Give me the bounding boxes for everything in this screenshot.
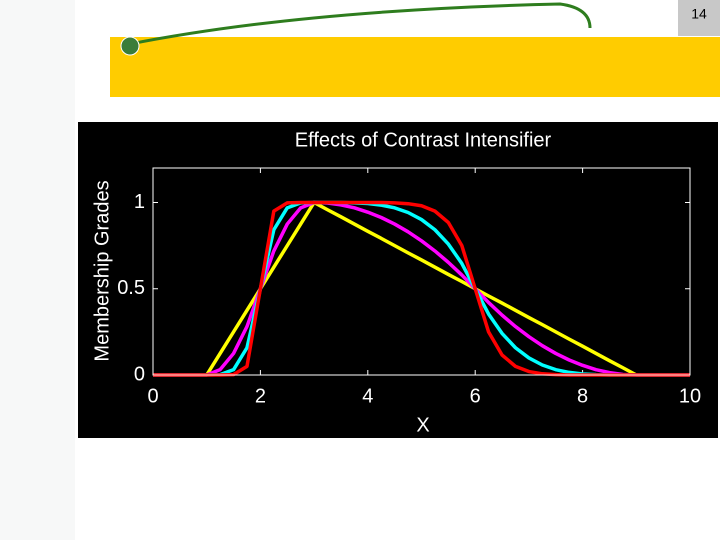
y-tick-label: 1 (134, 191, 145, 213)
globe-icon (120, 36, 140, 56)
x-tick-label: 6 (470, 385, 481, 407)
chart-background (78, 122, 718, 438)
x-tick-label: 0 (147, 385, 158, 407)
x-axis-label: X (416, 414, 429, 436)
y-axis-label: Membership Grades (91, 180, 113, 361)
y-tick-label: 0.5 (117, 277, 145, 299)
x-tick-label: 10 (679, 385, 701, 407)
series-line (153, 200, 690, 377)
pattern-strip (0, 0, 75, 540)
plot-frame (152, 167, 691, 376)
y-tick-label: 0 (134, 363, 145, 385)
slide-number: 14 (691, 6, 707, 22)
header-swoosh (124, 2, 592, 47)
plot: 0 2 4 6 8 10 0 0.5 1 (117, 167, 701, 407)
x-tick-label: 8 (577, 385, 588, 407)
side-pattern (0, 0, 75, 540)
chart-title: Effects of Contrast Intensifier (295, 129, 552, 151)
series-line (153, 200, 690, 377)
slide-number-box (678, 0, 720, 36)
x-tick-label: 4 (362, 385, 373, 407)
x-tick-label: 2 (255, 385, 266, 407)
header-band (110, 37, 720, 97)
